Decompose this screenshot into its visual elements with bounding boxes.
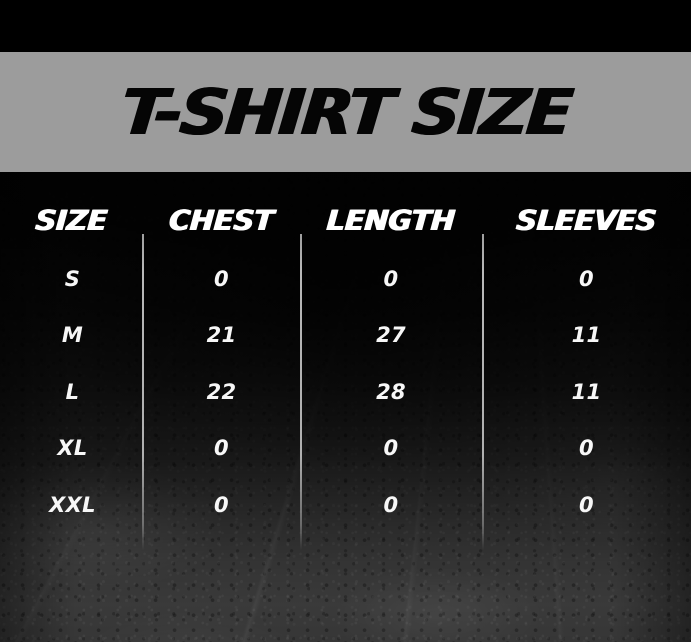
cell-sleeves: 11 [571, 323, 602, 347]
cell-length: 0 [383, 267, 399, 291]
cell-sleeves: 0 [579, 267, 594, 291]
column-divider-1 [142, 234, 144, 550]
cell-sleeves: 11 [571, 380, 602, 404]
cell-chest: 21 [206, 323, 237, 347]
cell-chest: 22 [206, 380, 237, 404]
column-header-size: SIZE [34, 204, 109, 237]
table-row: XL 0 0 0 [0, 433, 691, 467]
edge-shadow-overlay [0, 172, 691, 642]
cell-size: L [65, 380, 80, 404]
size-table: SIZE CHEST LENGTH SLEEVES S 0 0 0 M 21 2… [0, 172, 691, 642]
cell-length: 0 [383, 493, 399, 517]
table-header-row: SIZE CHEST LENGTH SLEEVES [0, 204, 691, 248]
cell-size: XXL [49, 493, 96, 517]
table-row: M 21 27 11 [0, 320, 691, 354]
cell-sleeves: 0 [579, 436, 594, 460]
top-black-bar [0, 0, 691, 52]
cell-chest: 0 [214, 436, 229, 460]
cell-length: 28 [376, 380, 406, 404]
cell-size: M [61, 323, 84, 347]
vignette-overlay [0, 172, 691, 642]
table-row: XXL 0 0 0 [0, 490, 691, 524]
table-row: S 0 0 0 [0, 264, 691, 298]
page-title: T-SHIRT SIZE [117, 75, 574, 149]
cell-size: XL [57, 436, 88, 460]
title-banner: T-SHIRT SIZE [0, 52, 691, 172]
cell-chest: 0 [214, 493, 229, 517]
table-row: L 22 28 11 [0, 377, 691, 411]
column-header-length: LENGTH [325, 204, 457, 237]
cell-sleeves: 0 [579, 493, 594, 517]
column-divider-2 [300, 234, 302, 550]
column-divider-3 [482, 234, 484, 550]
cell-chest: 0 [214, 267, 229, 291]
column-header-chest: CHEST [168, 204, 275, 237]
cell-length: 0 [383, 436, 399, 460]
concrete-background [0, 172, 691, 642]
cell-size: S [64, 267, 81, 291]
column-header-sleeves: SLEEVES [515, 204, 658, 237]
cell-length: 27 [376, 323, 406, 347]
